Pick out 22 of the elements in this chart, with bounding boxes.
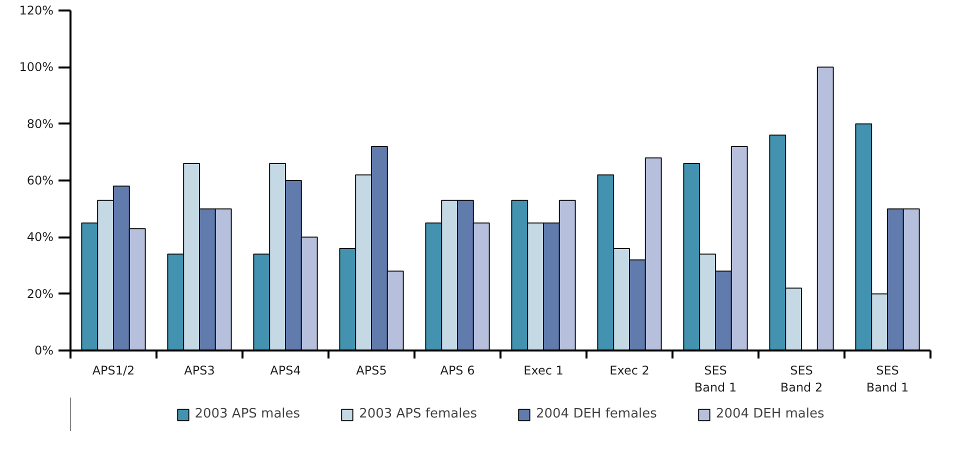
y-tick-label: 0% xyxy=(34,344,54,358)
x-tick-label: APS1/2 xyxy=(92,364,135,378)
bar xyxy=(816,66,834,350)
y-tick-label: 60% xyxy=(26,174,54,188)
x-tick-label: SES Band 2 xyxy=(780,364,823,394)
x-tick-label: APS 6 xyxy=(440,364,475,378)
legend-label: 2004 DEH females xyxy=(536,406,657,422)
y-tick-label: 100% xyxy=(19,60,54,74)
x-tick-label: Exec 1 xyxy=(524,364,564,378)
x-tick-label: SES Band 1 xyxy=(694,364,737,394)
x-tick-label: APS3 xyxy=(184,364,215,378)
x-tick-label: Exec 2 xyxy=(610,364,650,378)
y-tick-label: 80% xyxy=(26,116,54,131)
y-tick-label: 120% xyxy=(19,4,54,18)
legend-label: 2003 APS males xyxy=(194,406,300,422)
y-tick-label: 20% xyxy=(26,286,54,301)
legend-label: 2004 DEH males xyxy=(716,406,824,422)
x-tick-label: APS5 xyxy=(356,364,387,378)
y-tick-label: 40% xyxy=(26,230,54,244)
x-tick-label: SES Band 1 xyxy=(866,364,909,394)
legend-label: 2003 APS females xyxy=(359,406,477,422)
x-tick-label: APS4 xyxy=(270,364,301,378)
